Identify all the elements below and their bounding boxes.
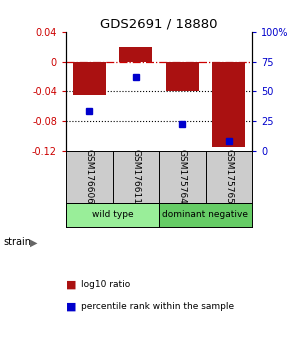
Text: ■: ■ [66,301,76,311]
Bar [212,62,245,147]
Title: GDS2691 / 18880: GDS2691 / 18880 [100,18,218,31]
Text: ▶: ▶ [30,238,38,247]
Bar [73,62,106,95]
Text: ■: ■ [66,280,76,290]
Bar [66,203,159,227]
Bar [119,47,152,62]
Bar [159,203,252,227]
Text: strain: strain [3,238,31,247]
Text: dominant negative: dominant negative [163,210,248,219]
Text: GSM175764: GSM175764 [178,149,187,204]
Text: log10 ratio: log10 ratio [81,280,130,290]
Text: GSM175765: GSM175765 [224,149,233,204]
Bar [166,62,199,91]
Text: wild type: wild type [92,210,133,219]
Text: percentile rank within the sample: percentile rank within the sample [81,302,234,311]
Text: GSM176606: GSM176606 [85,149,94,204]
Text: GSM176611: GSM176611 [131,149,140,204]
